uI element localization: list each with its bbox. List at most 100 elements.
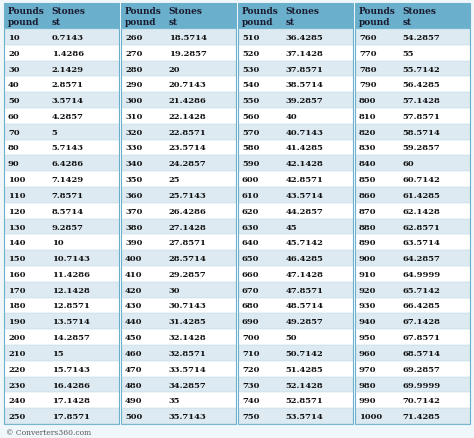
Bar (121, 377, 164, 392)
Bar (282, 172, 353, 187)
Bar (48, 140, 119, 156)
Text: 68.5714: 68.5714 (403, 349, 441, 357)
Text: 39.2857: 39.2857 (286, 97, 323, 105)
Bar (121, 4, 164, 30)
Bar (121, 203, 164, 219)
Bar (355, 377, 399, 392)
Text: 35: 35 (169, 396, 180, 404)
Bar (355, 298, 399, 314)
Bar (48, 219, 119, 235)
Text: 17.8571: 17.8571 (52, 412, 90, 420)
Text: 47.8571: 47.8571 (286, 286, 324, 294)
Text: 60: 60 (8, 113, 19, 120)
Text: 37.1428: 37.1428 (286, 49, 324, 57)
Text: 23.5714: 23.5714 (169, 144, 207, 152)
Bar (48, 46, 119, 61)
Bar (164, 329, 236, 345)
Bar (164, 345, 236, 361)
Bar (48, 124, 119, 140)
Bar (48, 30, 119, 46)
Text: 44.2857: 44.2857 (286, 207, 324, 215)
Bar (355, 4, 399, 30)
Text: 19.2857: 19.2857 (169, 49, 207, 57)
Text: 710: 710 (242, 349, 259, 357)
Bar (4, 203, 48, 219)
Bar (399, 140, 470, 156)
Bar (121, 172, 164, 187)
Bar (121, 361, 164, 377)
Bar (355, 46, 399, 61)
Bar (164, 377, 236, 392)
Bar (4, 345, 48, 361)
Bar (164, 251, 236, 266)
Text: 550: 550 (242, 97, 259, 105)
Text: 7.1429: 7.1429 (52, 176, 84, 184)
Text: 670: 670 (242, 286, 259, 294)
Text: © Converters360.com: © Converters360.com (6, 428, 91, 436)
Text: 48.5714: 48.5714 (286, 302, 324, 310)
Bar (399, 203, 470, 219)
Text: 59.2857: 59.2857 (403, 144, 440, 152)
Bar (48, 156, 119, 172)
Text: 30.7143: 30.7143 (169, 302, 207, 310)
Bar (121, 46, 164, 61)
Text: 36.4285: 36.4285 (286, 34, 323, 42)
Bar (48, 282, 119, 298)
Bar (48, 329, 119, 345)
Bar (121, 124, 164, 140)
Text: 0.7143: 0.7143 (52, 34, 84, 42)
Bar (164, 266, 236, 282)
Text: 430: 430 (125, 302, 142, 310)
Text: 130: 130 (8, 223, 26, 231)
Text: 680: 680 (242, 302, 259, 310)
Text: 37.8571: 37.8571 (286, 65, 324, 73)
Bar (164, 235, 236, 251)
Text: 100: 100 (8, 176, 26, 184)
Text: 860: 860 (359, 191, 376, 199)
Bar (399, 219, 470, 235)
Bar (164, 77, 236, 93)
Bar (121, 392, 164, 408)
Bar (48, 377, 119, 392)
Bar (48, 187, 119, 203)
Bar (238, 156, 282, 172)
Text: 70.7142: 70.7142 (403, 396, 440, 404)
Bar (4, 235, 48, 251)
Bar (355, 235, 399, 251)
Text: 60: 60 (403, 160, 414, 168)
Bar (399, 124, 470, 140)
Text: 990: 990 (359, 396, 376, 404)
Bar (238, 219, 282, 235)
Text: 660: 660 (242, 270, 259, 278)
Text: 830: 830 (359, 144, 376, 152)
Text: 340: 340 (125, 160, 142, 168)
Bar (399, 392, 470, 408)
Text: 5: 5 (52, 128, 57, 136)
Text: 760: 760 (359, 34, 376, 42)
Bar (4, 314, 48, 329)
Text: 850: 850 (359, 176, 376, 184)
Bar (121, 314, 164, 329)
Bar (238, 361, 282, 377)
Bar (399, 93, 470, 109)
Text: 480: 480 (125, 381, 143, 389)
Text: pound: pound (242, 18, 273, 27)
Text: 330: 330 (125, 144, 142, 152)
Bar (355, 282, 399, 298)
Bar (119, 4, 121, 424)
Bar (282, 124, 353, 140)
Text: 90: 90 (8, 160, 19, 168)
Bar (282, 77, 353, 93)
Bar (164, 109, 236, 124)
Text: 180: 180 (8, 302, 26, 310)
Text: 52.8571: 52.8571 (286, 396, 323, 404)
Bar (355, 392, 399, 408)
Bar (238, 345, 282, 361)
Bar (282, 4, 353, 30)
Text: Pounds: Pounds (8, 7, 45, 16)
Text: 970: 970 (359, 365, 376, 373)
Bar (238, 77, 282, 93)
Text: 16.4286: 16.4286 (52, 381, 90, 389)
Bar (164, 314, 236, 329)
Bar (282, 235, 353, 251)
